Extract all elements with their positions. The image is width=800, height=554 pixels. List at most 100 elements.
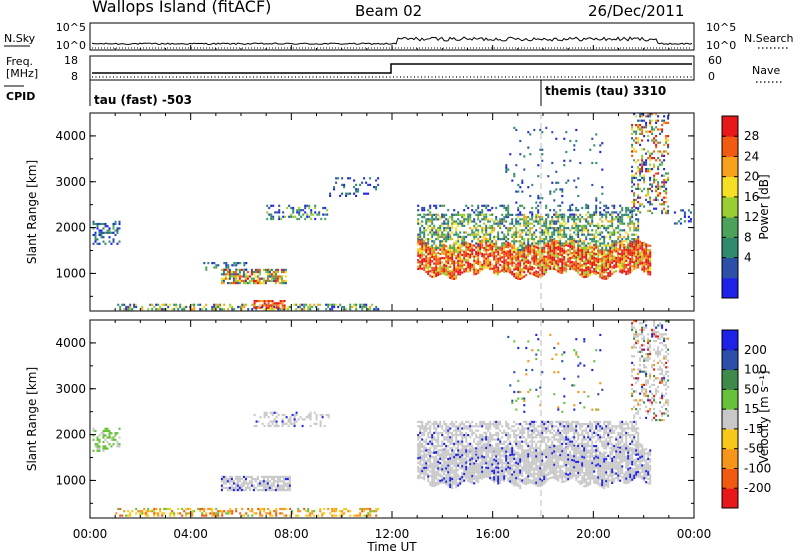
range-gate-cell (609, 259, 612, 262)
range-gate-cell (471, 244, 474, 247)
range-gate-cell (264, 279, 267, 282)
range-gate-cell (427, 246, 430, 249)
range-gate-cell (493, 227, 496, 230)
range-gate-cell (535, 213, 538, 216)
range-gate-cell (226, 271, 229, 274)
range-gate-cell (511, 227, 514, 230)
range-gate-cell (621, 238, 624, 241)
range-gate-cell (635, 176, 638, 179)
range-gate-cell (647, 273, 650, 276)
range-gate-cell (231, 305, 234, 309)
range-gate-cell (443, 227, 446, 230)
range-gate-cell (561, 224, 564, 227)
range-gate-cell (270, 204, 273, 207)
range-gate-cell (483, 471, 486, 474)
range-gate-cell (191, 303, 194, 306)
range-gate-cell (561, 476, 564, 479)
range-gate-cell (467, 255, 470, 258)
range-gate-cell (453, 478, 456, 481)
range-gate-cell (575, 256, 578, 259)
range-gate-cell (531, 257, 534, 260)
range-gate-cell (535, 220, 538, 223)
range-gate-cell (268, 275, 271, 278)
range-gate-cell (569, 470, 572, 473)
range-gate-cell (373, 186, 376, 189)
range-gate-cell (507, 213, 510, 216)
range-gate-cell (527, 457, 530, 460)
range-gate-cell (609, 457, 612, 460)
range-gate-cell (599, 266, 602, 269)
range-gate-cell (655, 172, 658, 175)
range-gate-cell (505, 166, 508, 169)
range-gate-cell (417, 252, 420, 255)
range-gate-cell (563, 462, 566, 466)
range-gate-cell (593, 211, 596, 214)
range-gate-cell (423, 460, 426, 463)
range-gate-cell (513, 238, 516, 241)
range-gate-cell (619, 259, 622, 262)
range-gate-cell (431, 229, 434, 232)
range-gate-cell (597, 245, 600, 248)
range-gate-cell (511, 213, 514, 216)
range-gate-cell (451, 216, 454, 219)
range-gate-cell (617, 256, 620, 259)
range-gate-cell (585, 275, 588, 278)
range-gate-cell (433, 224, 436, 227)
range-gate-cell (232, 282, 235, 285)
range-gate-cell (585, 460, 588, 463)
range-gate-cell (667, 205, 670, 208)
range-gate-cell (631, 238, 634, 241)
range-gate-cell (613, 466, 616, 470)
range-gate-cell (621, 258, 624, 261)
range-gate-cell (483, 238, 486, 241)
range-gate-cell (581, 266, 584, 269)
range-gate-cell (587, 229, 590, 232)
range-gate-cell (481, 227, 484, 230)
range-gate-cell (609, 461, 612, 464)
range-gate-cell (563, 480, 566, 483)
range-gate-cell (431, 480, 434, 483)
range-gate-cell (525, 467, 528, 470)
range-gate-cell (589, 456, 592, 459)
range-gate-cell (619, 233, 622, 236)
range-gate-cell (645, 170, 648, 173)
range-gate-cell (357, 188, 360, 191)
range-gate-cell (433, 465, 436, 468)
range-gate-cell (561, 242, 564, 245)
range-gate-cell (629, 251, 632, 254)
range-gate-cell (449, 259, 452, 262)
range-gate-cell (589, 256, 592, 259)
range-gate-cell (465, 204, 468, 207)
range-gate-cell (515, 463, 518, 467)
range-gate-cell (481, 266, 484, 269)
range-gate-cell (429, 231, 432, 234)
range-gate-cell (269, 304, 272, 307)
range-gate-cell (326, 213, 329, 216)
range-gate-cell (601, 216, 604, 219)
range-gate-cell (515, 128, 518, 132)
range-gate-cell (495, 462, 498, 465)
range-gate-cell (643, 261, 646, 264)
range-gate-cell (633, 222, 636, 225)
range-gate-cell (227, 266, 230, 269)
range-gate-cell (547, 244, 550, 248)
range-gate-cell (497, 270, 500, 274)
range-gate-cell (529, 272, 532, 275)
range-gate-cell (193, 303, 196, 306)
range-gate-cell (457, 473, 460, 476)
range-gate-cell (607, 454, 610, 457)
range-gate-cell (615, 472, 618, 475)
range-gate-cell (479, 252, 482, 255)
range-gate-cell (489, 444, 492, 447)
range-gate-cell (541, 229, 544, 232)
range-gate-cell (437, 469, 440, 472)
range-gate-cell (603, 475, 606, 478)
range-gate-cell (611, 244, 614, 247)
range-gate-cell (423, 227, 426, 230)
range-gate-cell (549, 463, 552, 466)
range-gate-cell (641, 119, 644, 122)
range-gate-cell (459, 220, 462, 223)
range-gate-cell (581, 227, 584, 230)
range-gate-cell (279, 300, 282, 303)
range-gate-cell (587, 253, 590, 256)
